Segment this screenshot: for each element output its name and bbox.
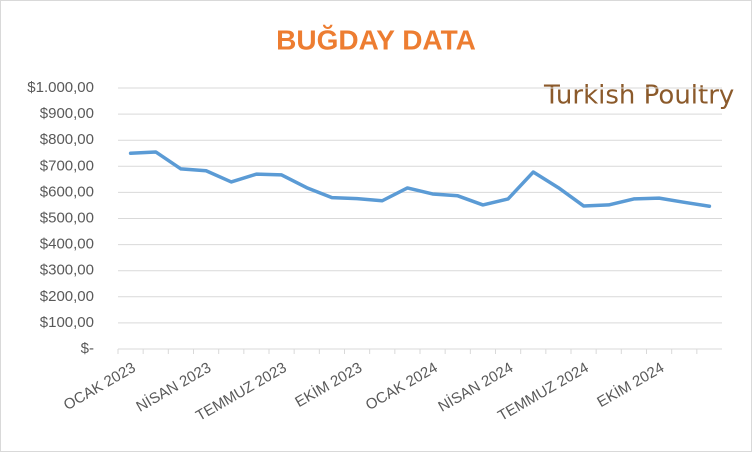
- y-tick-label: $800,00: [40, 131, 94, 148]
- y-tick-label: $700,00: [40, 157, 94, 174]
- logo-bg: [530, 72, 730, 120]
- y-tick-label: $900,00: [40, 105, 94, 122]
- y-tick-label: $600,00: [40, 183, 94, 200]
- y-tick-label: $400,00: [40, 236, 94, 253]
- y-tick-label: $300,00: [40, 262, 94, 279]
- data-line: [128, 150, 712, 208]
- y-tick-label: $100,00: [40, 314, 94, 331]
- y-tick-label: $-: [81, 340, 94, 357]
- logo: Turkish Poultry: [543, 81, 734, 111]
- chart-title: BUĞDAY DATA: [276, 24, 476, 55]
- y-tick-label: $1.000,00: [27, 79, 94, 96]
- y-tick-label: $200,00: [40, 288, 94, 305]
- y-tick-label: $500,00: [40, 209, 94, 226]
